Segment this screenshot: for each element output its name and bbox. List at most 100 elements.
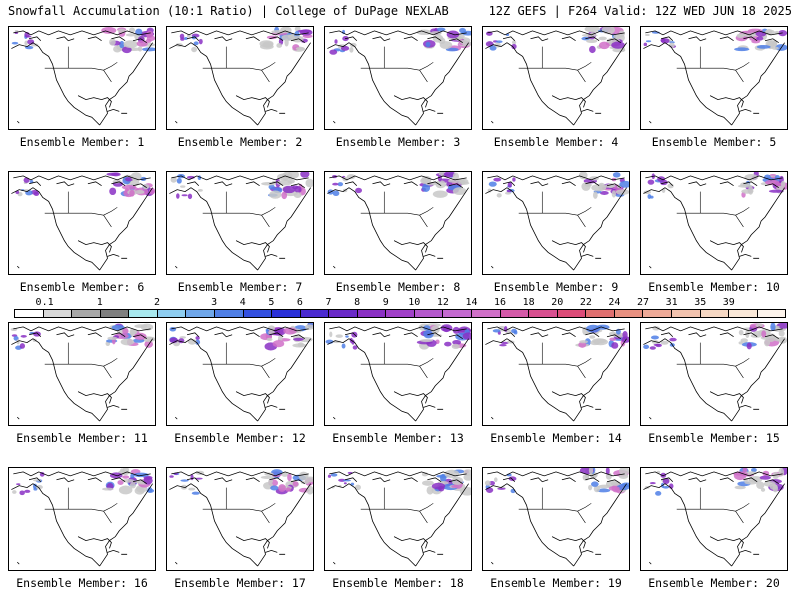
snow-patch — [430, 325, 440, 334]
border-lines — [518, 46, 592, 83]
snow-patch — [667, 183, 674, 189]
snow-patch — [176, 177, 182, 184]
snow-patch — [191, 491, 200, 495]
snowfall-map — [643, 468, 787, 567]
ensemble-member-label: Ensemble Member: 9 — [493, 280, 619, 294]
snow-patch — [443, 172, 456, 178]
ensemble-map-panel — [8, 171, 156, 275]
snow-patch — [451, 343, 460, 349]
arctic-coastline — [13, 326, 151, 340]
arctic-coastline — [171, 30, 309, 44]
snow-patch — [751, 39, 761, 44]
snowfall-shading — [485, 27, 626, 54]
snow-patch — [145, 38, 152, 43]
snow-patch — [187, 338, 197, 345]
snowfall-shading — [169, 323, 313, 351]
gulf-coastline — [709, 240, 744, 253]
snow-patch — [734, 485, 746, 490]
coastline — [327, 338, 469, 422]
snow-patch — [494, 477, 498, 483]
snow-patch — [117, 28, 126, 33]
snow-patch — [350, 482, 355, 486]
snow-patch — [135, 28, 143, 36]
ensemble-map-panel — [482, 26, 630, 130]
page-title: Snowfall Accumulation (10:1 Ratio) | Col… — [8, 4, 449, 18]
snow-patch — [438, 37, 446, 45]
snow-patch — [330, 473, 338, 477]
snow-patch — [268, 479, 274, 484]
arctic-coastline — [13, 175, 151, 189]
snow-patch — [294, 186, 302, 193]
ensemble-map-panel — [324, 171, 472, 275]
snow-patch — [496, 193, 502, 198]
colorbar-swatch — [643, 310, 672, 317]
snowfall-map — [11, 27, 155, 126]
snow-patch — [129, 328, 136, 335]
border-lines — [360, 487, 434, 524]
colorbar-swatch — [757, 310, 786, 317]
snow-patch — [300, 172, 310, 178]
snow-patch — [147, 487, 153, 493]
gulf-coastline — [709, 95, 744, 108]
snow-patch — [282, 185, 296, 194]
ensemble-member-label: Ensemble Member: 4 — [493, 135, 619, 149]
colorbar-tick-label: 8 — [354, 297, 361, 308]
snow-patch — [590, 340, 600, 346]
snow-patch — [32, 483, 38, 489]
snow-patch — [136, 40, 148, 47]
snowfall-map — [11, 468, 155, 567]
snow-patch — [332, 190, 340, 197]
colorbar-swatch — [43, 310, 73, 317]
snow-patch — [329, 331, 333, 338]
colorbar-tick-label: 6 — [296, 297, 303, 308]
snow-patch — [112, 179, 122, 184]
snow-patch — [622, 330, 628, 339]
snow-patch — [444, 469, 460, 479]
snow-patch — [111, 172, 121, 177]
colorbar-tick-label: 7 — [325, 297, 332, 308]
colorbar-swatch — [100, 310, 130, 317]
colorbar-tick-label: 3 — [211, 297, 218, 308]
border-lines — [360, 191, 434, 228]
colorbar-swatch — [671, 310, 701, 317]
snowfall-shading — [170, 172, 313, 200]
snow-patch — [298, 471, 309, 481]
snow-patch — [20, 334, 27, 338]
snow-patch — [669, 337, 677, 342]
snowfall-map — [327, 27, 471, 126]
snow-patch — [772, 471, 780, 479]
ensemble-map-panel — [640, 171, 788, 275]
snow-patch — [260, 475, 275, 479]
islands — [490, 108, 602, 124]
snow-patch — [180, 479, 189, 482]
snow-patch — [660, 340, 669, 345]
colorbar-tick-label: 10 — [408, 297, 421, 308]
gulf-coastline — [77, 391, 112, 404]
snow-patch — [598, 41, 610, 50]
gulf-coastline — [551, 95, 586, 108]
coastline — [11, 42, 153, 126]
snow-patch — [149, 187, 155, 195]
arctic-coastline — [13, 471, 151, 485]
snow-patch — [123, 40, 139, 49]
snow-patch — [503, 326, 508, 332]
snow-patch — [611, 190, 617, 198]
snow-patch — [295, 47, 305, 51]
snowfall-map — [327, 172, 470, 271]
snow-patch — [195, 336, 200, 340]
snow-patch — [431, 482, 446, 490]
coastline — [169, 187, 311, 271]
snow-patch — [489, 45, 497, 51]
snow-patch — [188, 487, 196, 491]
snowfall-shading — [327, 469, 471, 496]
snow-patch — [128, 27, 136, 33]
islands — [332, 108, 444, 124]
snow-patch — [180, 185, 186, 188]
snow-patch — [349, 47, 354, 53]
ensemble-map-panel — [166, 171, 314, 275]
snow-patch — [271, 29, 286, 34]
snow-patch — [122, 478, 135, 483]
ensemble-member-label: Ensemble Member: 18 — [332, 576, 464, 590]
snow-patch — [293, 337, 304, 341]
snow-patch — [765, 179, 780, 186]
